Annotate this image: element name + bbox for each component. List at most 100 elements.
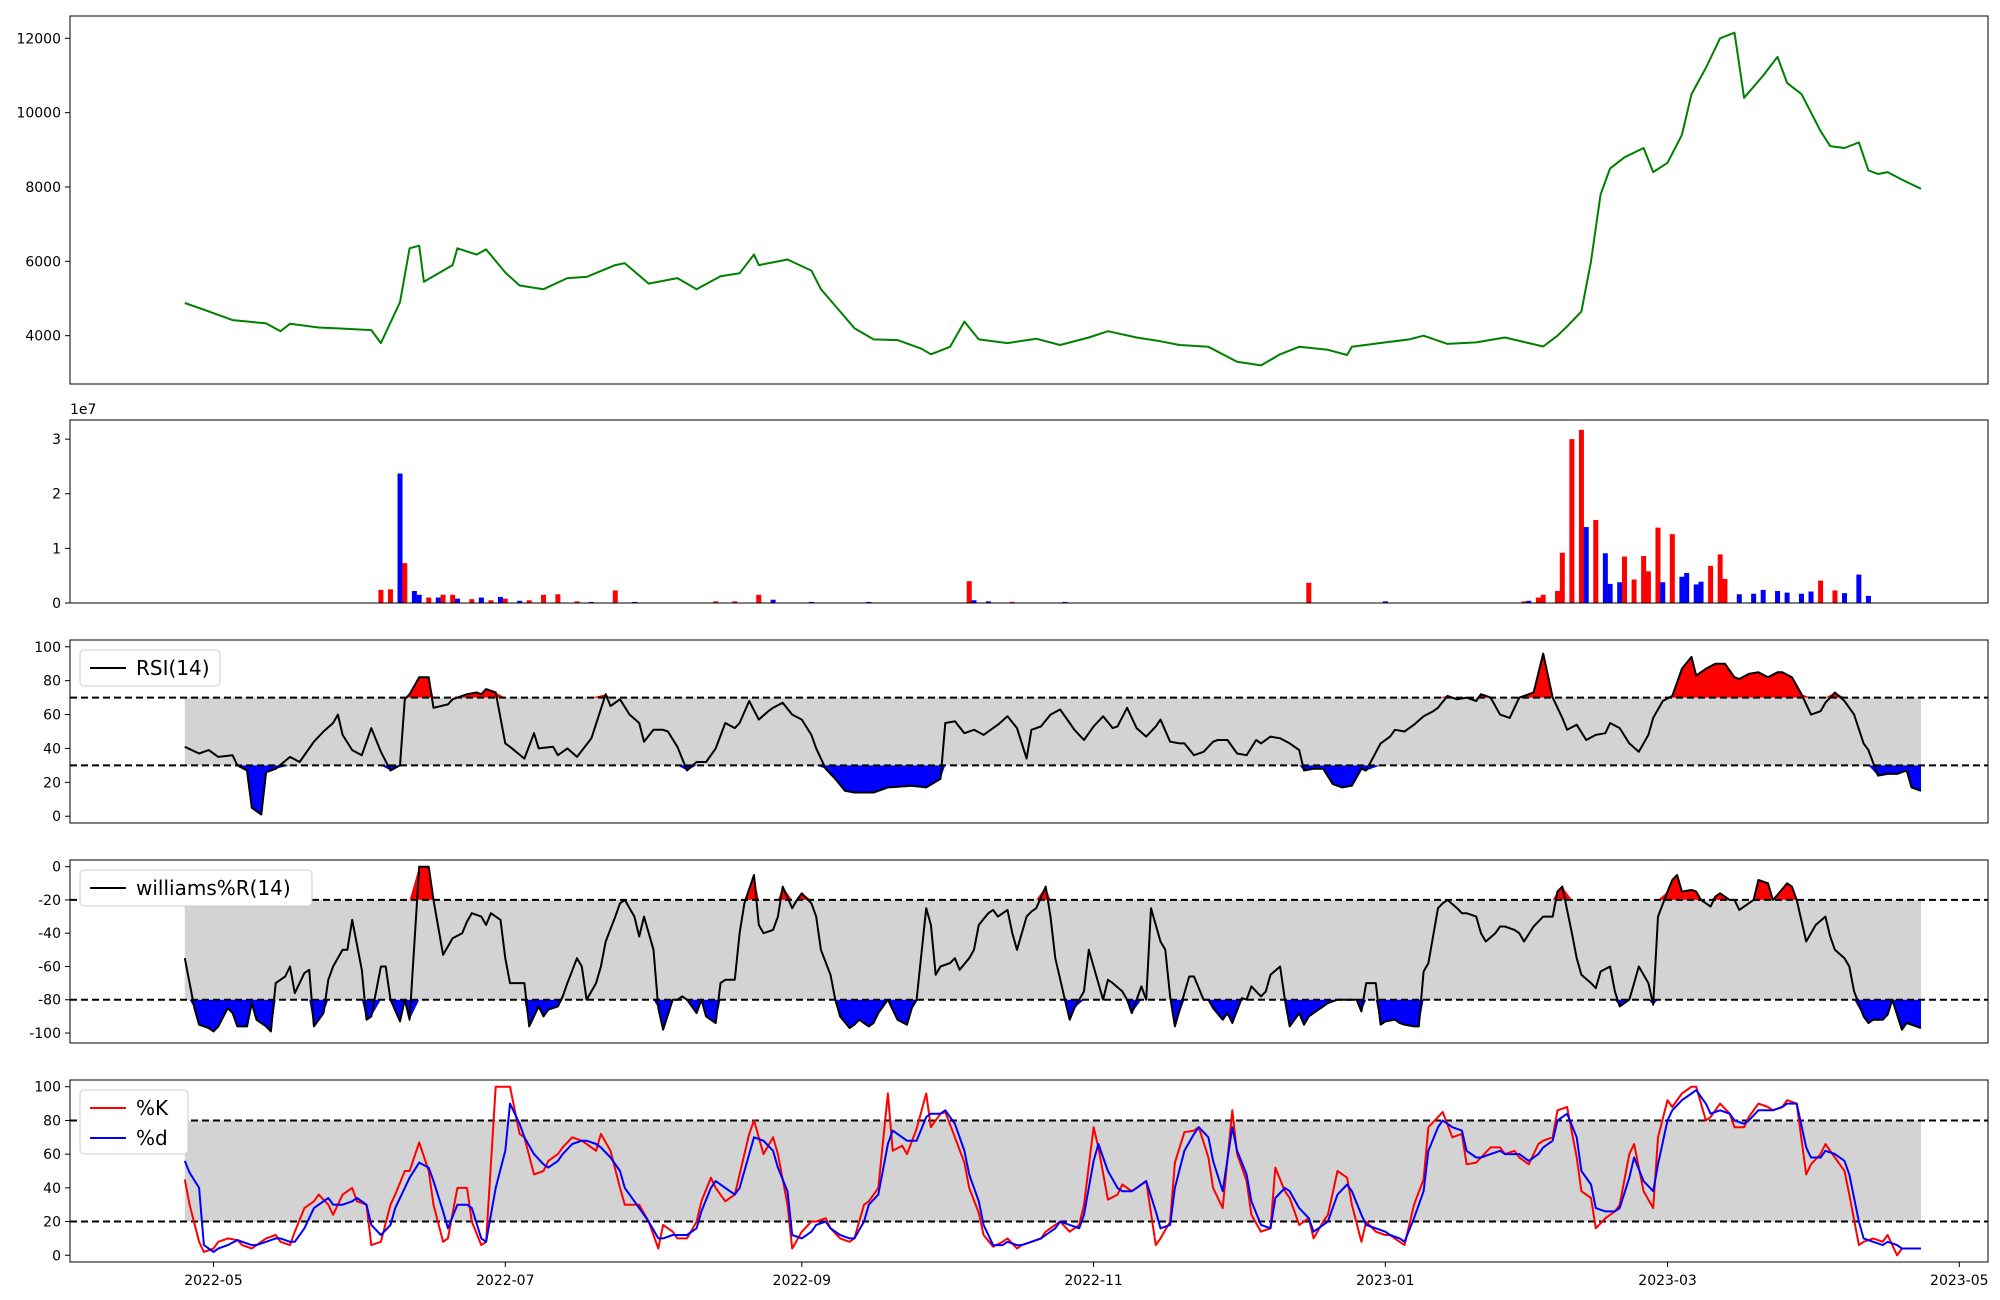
- neutral-band: [184, 899, 1922, 1000]
- volume-bar: [1865, 595, 1871, 603]
- volume-bar: [387, 589, 393, 603]
- volume-bar: [971, 600, 977, 603]
- volume-bar: [732, 601, 738, 603]
- volume-bar: [555, 594, 561, 603]
- volume-bar: [1818, 580, 1824, 603]
- y-tick-label: 20: [43, 775, 61, 791]
- volume-bar: [526, 600, 532, 603]
- volume-bar: [1808, 591, 1814, 603]
- plot-area: [70, 865, 1988, 1033]
- y-tick-label: 100: [34, 640, 61, 656]
- price-panel: 4000 6000 8000 10000 12000: [16, 15, 1989, 385]
- volume-bar: [435, 597, 441, 603]
- williams-panel: 0 -20 -40 -60 -80 -100 williams%R(14): [29, 859, 1989, 1044]
- volume-panel: 0 1 2 3 1e7: [52, 402, 1989, 612]
- y-tick-label: 4000: [25, 329, 61, 345]
- y-tick-label: 80: [43, 674, 61, 690]
- x-tick-label: 2023-01: [1356, 1273, 1415, 1289]
- volume-bar: [411, 590, 417, 603]
- legend-label: %K: [136, 1096, 169, 1120]
- plot-area: [70, 1085, 1988, 1257]
- y-tick-label: 10000: [16, 106, 61, 122]
- panel-frame: [69, 15, 1989, 385]
- volume-bar: [1842, 593, 1848, 603]
- volume-bar: [1559, 552, 1565, 603]
- y-tick-label: 40: [43, 741, 61, 757]
- y-tick-label: 1: [52, 541, 61, 557]
- oversold-fill: [184, 765, 1921, 815]
- panel-frame: [69, 639, 1989, 824]
- y-tick-label: 0: [52, 596, 61, 612]
- legend-label: RSI(14): [136, 656, 210, 680]
- y-tick-label: -80: [38, 993, 61, 1009]
- volume-bar: [1578, 429, 1584, 603]
- volume-bar: [541, 594, 547, 603]
- volume-bar: [1698, 581, 1704, 603]
- volume-bar: [502, 598, 508, 603]
- y-tick-label: 100: [34, 1080, 61, 1096]
- y-tick-label: 12000: [16, 31, 61, 47]
- y-tick-label: 8000: [25, 180, 61, 196]
- volume-bar: [1736, 594, 1742, 603]
- volume-bar: [450, 594, 456, 603]
- volume-bar: [488, 600, 494, 603]
- volume-bar: [1660, 582, 1666, 603]
- stochastic-panel: 0 20 40 60 80 100 %K %d 2022-05 2022-07 2022-09 202…: [34, 1079, 1989, 1289]
- volume-bar: [469, 599, 475, 603]
- series-line: [184, 31, 1922, 367]
- volume-bar: [497, 596, 503, 603]
- volume-bar: [985, 601, 991, 603]
- volume-bar: [713, 601, 719, 603]
- y-tick-label: 3: [52, 432, 61, 448]
- volume-bar: [1679, 576, 1685, 603]
- y-tick-label: 6000: [25, 254, 61, 270]
- volume-bar: [1382, 601, 1388, 603]
- volume-bar: [1521, 601, 1527, 603]
- volume-bar: [1526, 600, 1532, 603]
- volume-bar: [1555, 590, 1561, 603]
- legend-box: [79, 649, 221, 687]
- y-tick-label: 80: [43, 1113, 61, 1129]
- rsi-panel: 0 20 40 60 80 100 RSI(14): [34, 639, 1989, 825]
- volume-bar: [1693, 584, 1699, 603]
- series-line: [183, 865, 1922, 1033]
- volume-bar: [1306, 582, 1312, 603]
- x-tick-label: 2023-05: [1930, 1273, 1989, 1289]
- volume-bar: [1645, 571, 1651, 603]
- overbought-fill: [184, 653, 1921, 698]
- volume-bar: [1832, 590, 1838, 603]
- volume-bar: [378, 589, 384, 603]
- y-tick-label: 0: [52, 1248, 61, 1264]
- volume-bar: [770, 599, 776, 603]
- y-tick-label: -40: [38, 926, 61, 942]
- volume-bar: [1751, 593, 1757, 603]
- volume-bar: [1593, 519, 1599, 603]
- legend-box: [79, 869, 313, 907]
- oversold-fill: [184, 999, 1921, 1032]
- neutral-band: [184, 697, 1922, 766]
- volume-bar: [1708, 565, 1714, 603]
- y-tick-label: 0: [52, 860, 61, 876]
- volume-bar: [1722, 578, 1728, 603]
- volume-bar: [1602, 553, 1608, 603]
- volume-bar: [1062, 601, 1068, 603]
- volume-bar: [426, 597, 432, 603]
- volume-bar: [1583, 527, 1589, 603]
- volume-bar: [402, 563, 408, 603]
- x-tick-label: 2023-03: [1638, 1273, 1697, 1289]
- x-tick-label: 2022-07: [476, 1273, 535, 1289]
- volume-bar: [454, 598, 460, 603]
- volume-bar: [1784, 592, 1790, 603]
- volume-bar: [1717, 554, 1723, 603]
- y-tick-label: -60: [38, 959, 61, 975]
- plot-area: [378, 429, 1871, 603]
- volume-bar: [1669, 534, 1675, 603]
- volume-bar: [1641, 556, 1647, 603]
- volume-bar: [1631, 579, 1637, 603]
- legend-label: williams%R(14): [136, 876, 291, 900]
- volume-bar: [612, 590, 618, 603]
- x-tick-label: 2022-09: [773, 1273, 832, 1289]
- volume-bar: [588, 601, 594, 603]
- volume-bar: [631, 601, 637, 603]
